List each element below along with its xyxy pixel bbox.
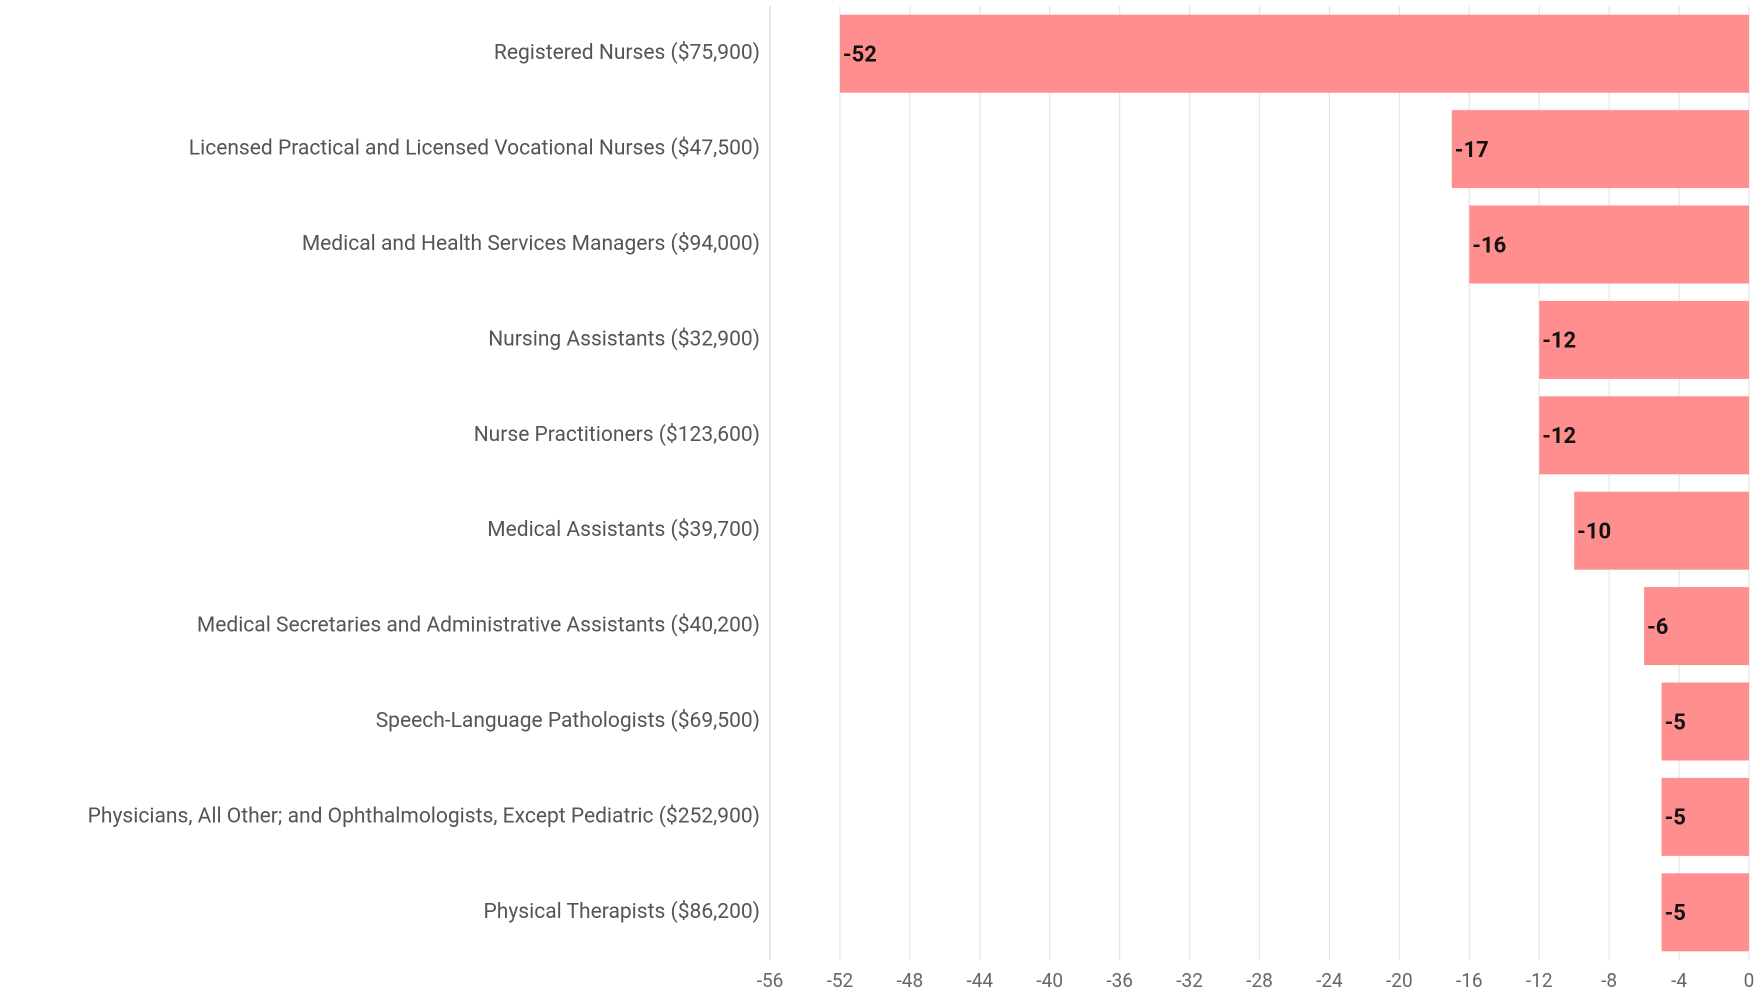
x-tick-label: -20: [1386, 969, 1413, 992]
category-label: Nursing Assistants ($32,900): [488, 327, 760, 351]
x-tick-label: -4: [1671, 969, 1687, 992]
x-tick-label: -8: [1601, 969, 1617, 992]
bar: [1661, 873, 1749, 952]
x-tick-label: -32: [1176, 969, 1203, 992]
bar: [1451, 110, 1749, 189]
bar: [1574, 491, 1749, 570]
data-label: -16: [1472, 233, 1506, 258]
data-label: -10: [1577, 520, 1611, 545]
bar: [1644, 587, 1749, 666]
x-tick-label: -36: [1106, 969, 1133, 992]
x-tick-label: 0: [1744, 969, 1755, 992]
bar: [1539, 396, 1749, 475]
x-tick-label: -52: [827, 969, 854, 992]
category-label: Licensed Practical and Licensed Vocation…: [189, 137, 760, 161]
data-label: -5: [1665, 710, 1686, 735]
bar: [1661, 777, 1749, 856]
x-tick-label: -24: [1316, 969, 1343, 992]
category-label: Physicians, All Other; and Ophthalmologi…: [88, 804, 760, 828]
category-label: Speech-Language Pathologists ($69,500): [376, 709, 760, 733]
bar: [1539, 300, 1749, 379]
x-tick-label: -44: [966, 969, 993, 992]
data-label: -5: [1665, 901, 1686, 926]
x-tick-label: -12: [1526, 969, 1553, 992]
data-label: -5: [1665, 806, 1686, 831]
category-label: Medical Secretaries and Administrative A…: [197, 614, 760, 638]
x-tick-label: -16: [1456, 969, 1483, 992]
bar: [1469, 205, 1749, 284]
data-label: -17: [1455, 138, 1489, 163]
x-tick-label: -28: [1246, 969, 1273, 992]
data-label: -52: [843, 43, 877, 68]
bar: [839, 14, 1749, 93]
x-tick-label: -56: [757, 969, 784, 992]
bar: [1661, 682, 1749, 761]
category-label: Medical and Health Services Managers ($9…: [302, 232, 760, 256]
category-label: Physical Therapists ($86,200): [484, 900, 760, 924]
data-label: -6: [1647, 615, 1668, 640]
x-tick-label: -40: [1036, 969, 1063, 992]
category-label: Nurse Practitioners ($123,600): [474, 423, 760, 447]
category-label: Registered Nurses ($75,900): [494, 41, 760, 65]
data-label: -12: [1542, 424, 1576, 449]
x-tick-label: -48: [897, 969, 924, 992]
data-label: -12: [1542, 329, 1576, 354]
category-label: Medical Assistants ($39,700): [487, 518, 760, 542]
